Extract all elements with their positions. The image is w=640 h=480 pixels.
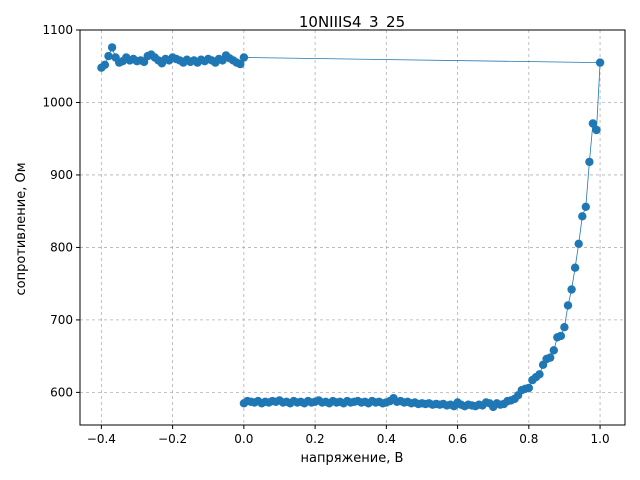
data-point — [556, 331, 566, 341]
x-tick-label: 0.8 — [519, 432, 538, 446]
data-point — [549, 346, 558, 355]
data-point — [239, 53, 249, 62]
x-axis-label: напряжение, В — [301, 451, 404, 466]
chart-title: 10NIIIS4_3_25 — [299, 13, 405, 32]
x-tick-label: 0.4 — [377, 432, 396, 446]
x-axis-ticks: −0.4 −0.2 0.0 0.2 0.4 0.6 0.8 1.0 — [87, 425, 610, 446]
x-tick-label: 0.2 — [306, 432, 325, 446]
data-point — [585, 157, 594, 167]
data-point — [592, 125, 601, 135]
series-line — [101, 46, 601, 408]
data-point — [581, 202, 590, 211]
data-point — [563, 301, 573, 310]
data-point — [578, 212, 587, 221]
data-point — [574, 239, 583, 248]
data-point — [107, 43, 117, 52]
data-point — [535, 370, 544, 379]
data-point — [104, 51, 113, 61]
y-tick-label: 1000 — [42, 95, 73, 109]
y-tick-label: 800 — [50, 240, 73, 254]
data-point — [567, 285, 576, 294]
x-tick-label: −0.4 — [87, 432, 116, 446]
data-point — [560, 323, 569, 332]
y-tick-label: 700 — [50, 313, 73, 327]
y-tick-label: 1100 — [42, 23, 73, 37]
y-axis-ticks: 600 700 800 900 1000 1100 — [42, 23, 80, 399]
data-point — [524, 383, 533, 393]
data-point — [111, 53, 120, 62]
x-tick-label: −0.2 — [158, 432, 187, 446]
data-point — [588, 119, 598, 128]
y-tick-label: 900 — [50, 168, 73, 182]
x-tick-label: 0.0 — [234, 432, 253, 446]
data-point — [595, 58, 605, 67]
points-group — [97, 43, 605, 412]
x-tick-label: 1.0 — [591, 432, 610, 446]
y-axis-label: сопротивление, Ом — [14, 162, 29, 295]
data-point — [570, 263, 580, 272]
data-point — [546, 353, 555, 362]
data-point — [97, 63, 106, 72]
x-tick-label: 0.6 — [448, 432, 467, 446]
series-group — [97, 43, 605, 412]
y-tick-label: 600 — [50, 385, 73, 399]
plot-frame — [79, 29, 626, 426]
